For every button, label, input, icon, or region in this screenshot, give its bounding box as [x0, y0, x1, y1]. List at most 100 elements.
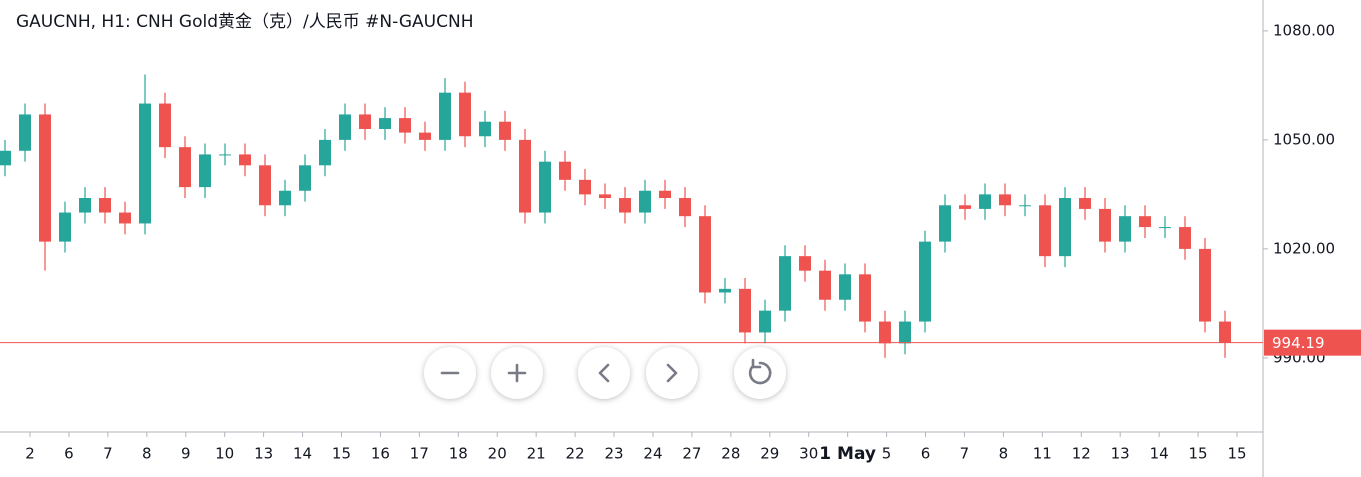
candle-body	[419, 132, 431, 140]
x-tick-label: 8	[999, 445, 1009, 463]
candle-body	[899, 321, 911, 344]
candle-body	[579, 179, 591, 195]
x-tick-label: 8	[142, 445, 152, 463]
candle-body	[439, 92, 451, 140]
candle-body	[1179, 227, 1191, 249]
candle-body	[919, 241, 931, 322]
x-tick-label: 13	[1111, 445, 1130, 463]
candle-body	[559, 161, 571, 180]
x-tick-label: 22	[566, 445, 585, 463]
x-tick-label: 15	[1227, 445, 1246, 463]
x-tick-label: 27	[682, 445, 701, 463]
candle-body	[679, 198, 691, 217]
x-tick-label: 15	[1189, 445, 1208, 463]
x-tick-label: 16	[371, 445, 390, 463]
candle-body	[299, 165, 311, 191]
candle-body	[399, 118, 411, 133]
candle-body	[1079, 198, 1091, 209]
candle-body	[1199, 248, 1211, 322]
candle-body	[119, 212, 131, 224]
x-tick-label: 1 May	[819, 444, 876, 464]
candle-body	[39, 114, 51, 242]
candle-body	[19, 114, 31, 151]
candle-body	[159, 103, 171, 148]
candle-body	[219, 154, 231, 156]
zoom-out-button[interactable]	[424, 347, 476, 399]
candle-body	[1039, 205, 1051, 257]
candle-body	[319, 139, 331, 166]
candle-body	[759, 310, 771, 333]
x-tick-label: 30	[799, 445, 818, 463]
last-price-label: 994.19	[1272, 334, 1325, 352]
x-tick-label: 23	[604, 445, 623, 463]
x-tick-label: 10	[215, 445, 234, 463]
candle-body	[979, 194, 991, 209]
x-tick-label: 12	[1072, 445, 1091, 463]
candle-body	[1219, 321, 1231, 343]
x-tick-label: 20	[488, 445, 507, 463]
candle-body	[879, 321, 891, 344]
plot-area	[0, 74, 1263, 358]
x-tick-label: 18	[449, 445, 468, 463]
scroll-left-button[interactable]	[578, 347, 630, 399]
x-tick-label: 2	[25, 445, 35, 463]
x-tick-label: 7	[103, 445, 113, 463]
x-tick-label: 21	[527, 445, 546, 463]
candle-body	[779, 256, 791, 311]
candle-body	[859, 274, 871, 322]
chart-title: GAUCNH, H1: CNH Gold黄金（克）/人民币 #N-GAUCNH	[16, 12, 473, 32]
candle-body	[99, 198, 111, 213]
y-tick-label: 1080.00	[1273, 21, 1335, 39]
x-tick-label: 9	[181, 445, 191, 463]
candle-body	[359, 114, 371, 129]
x-tick-label: 7	[960, 445, 970, 463]
candle-body	[279, 190, 291, 206]
x-tick-label: 24	[643, 445, 662, 463]
candle-body	[599, 194, 611, 199]
candle-body	[619, 198, 631, 213]
y-tick-label: 1020.00	[1273, 239, 1335, 257]
candle-body	[799, 256, 811, 271]
candle-body	[519, 139, 531, 213]
candle-body	[479, 121, 491, 137]
candle-body	[379, 118, 391, 129]
x-tick-label: 17	[410, 445, 429, 463]
candle-body	[199, 154, 211, 188]
last-price-tag	[1264, 329, 1361, 356]
candle-body	[239, 154, 251, 166]
candle-body	[699, 216, 711, 293]
candle-body	[79, 198, 91, 213]
reset-button[interactable]	[734, 347, 786, 399]
x-tick-label: 13	[254, 445, 273, 463]
candle-body	[999, 194, 1011, 206]
candle-body	[1159, 227, 1171, 229]
zoom-in-button[interactable]	[491, 347, 543, 399]
candle-body	[1099, 208, 1111, 242]
x-tick-label: 15	[332, 445, 351, 463]
candle-body	[459, 92, 471, 137]
candle-body	[1019, 205, 1031, 207]
y-tick-label: 1050.00	[1273, 130, 1335, 148]
candle-body	[819, 270, 831, 300]
candle-body	[1059, 198, 1071, 257]
x-tick-label: 29	[760, 445, 779, 463]
candle-body	[539, 161, 551, 213]
candle-body	[639, 190, 651, 213]
x-tick-label: 5	[882, 445, 892, 463]
x-tick-label: 11	[1033, 445, 1052, 463]
x-tick-label: 6	[64, 445, 74, 463]
candle-body	[1119, 216, 1131, 242]
candle-body	[0, 150, 11, 166]
scroll-right-button[interactable]	[646, 347, 698, 399]
candle-body	[339, 114, 351, 140]
candle-body	[1139, 216, 1151, 228]
candle-body	[499, 121, 511, 140]
candle-body	[59, 212, 71, 242]
candle-body	[179, 147, 191, 188]
candle-body	[139, 103, 151, 224]
x-tick-label: 28	[721, 445, 740, 463]
x-tick-label: 6	[921, 445, 931, 463]
x-tick-label: 14	[1150, 445, 1169, 463]
candle-body	[839, 274, 851, 300]
